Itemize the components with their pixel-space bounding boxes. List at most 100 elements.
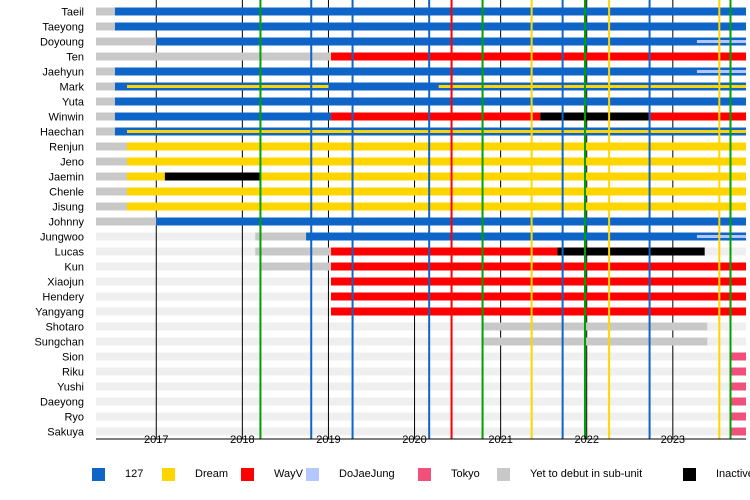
bar-kun-wayv: [331, 262, 746, 271]
bar-yuta-yet-to-debut-in-sub-unit: [96, 97, 115, 106]
bar-winwin-yet-to-debut-in-sub-unit: [96, 112, 115, 121]
bar-ten-yet-to-debut-in-sub-unit: [96, 52, 332, 61]
member-label-taeil: Taeil: [61, 7, 84, 19]
legend-label-dream: Dream: [195, 468, 229, 480]
bar-lucas-inactive: [557, 247, 705, 256]
x-tick-label-2022: 2022: [574, 434, 598, 446]
legend-item-tokyo: Tokyo: [418, 462, 480, 486]
legend-item-wayv: WayV: [241, 462, 303, 486]
bar-jungwoo-yet-to-debut-in-sub-unit: [255, 232, 307, 241]
bar-taeil-yet-to-debut-in-sub-unit: [96, 7, 115, 16]
bar-lucas-yet-to-debut-in-sub-unit: [255, 247, 332, 256]
bar-jisung-yet-to-debut-in-sub-unit: [96, 202, 127, 211]
legend-swatch-tokyo: [418, 467, 431, 481]
x-tick-label-2017: 2017: [144, 434, 168, 446]
bar-jeno-dream: [126, 157, 746, 166]
bar-yushi-tokyo: [731, 382, 746, 391]
legend-label-tokyo: Tokyo: [451, 468, 480, 480]
member-label-hendery: Hendery: [42, 292, 84, 304]
legend-label-yet-to-debut-in-sub-unit: Yet to debut in sub-unit: [530, 468, 643, 480]
legend-swatch-dream: [162, 467, 175, 481]
member-label-jeno: Jeno: [60, 157, 84, 169]
member-label-jaemin: Jaemin: [49, 172, 84, 184]
stripe-jaehyun-dojaejung: [696, 70, 746, 73]
bar-winwin-inactive: [540, 112, 649, 121]
legend-item-127: 127: [92, 462, 143, 486]
x-tick-label-2021: 2021: [488, 434, 512, 446]
member-labels: Taeil Taeyong Doyoung Ten Jaehyun Mark Yuta Win…: [34, 7, 84, 439]
bar-renjun-yet-to-debut-in-sub-unit: [96, 142, 127, 151]
row-background: [96, 397, 746, 406]
bar-jaehyun-127: [114, 67, 746, 76]
bar-winwin-127: [114, 112, 332, 121]
x-axis-ticks: 2017 2018 2019 2020 2021 2022 2023: [96, 434, 746, 446]
member-label-kun: Kun: [64, 262, 84, 274]
member-label-jungwoo: Jungwoo: [40, 232, 84, 244]
bar-taeyong-127: [114, 22, 746, 31]
legend-label-inactive: Inactive: [716, 468, 750, 480]
row-background: [96, 322, 746, 331]
legend-label-127: 127: [125, 468, 144, 480]
stripe-haechan-dream: [126, 130, 746, 133]
legend-label-dojaejung: DoJaeJung: [339, 468, 395, 480]
bar-mark-127: [114, 82, 746, 91]
member-label-ryo: Ryo: [64, 412, 84, 424]
stripe-jungwoo-dojaejung: [696, 235, 746, 238]
legend: 127 Dream WayV DoJaeJung Tokyo Yet to debut i…: [0, 462, 750, 486]
member-label-renjun: Renjun: [49, 142, 84, 154]
member-label-ten: Ten: [66, 52, 84, 64]
member-label-chenle: Chenle: [49, 187, 84, 199]
bar-yangyang-wayv: [331, 307, 746, 316]
row-background: [96, 412, 746, 421]
x-tick-label-2019: 2019: [316, 434, 340, 446]
release-lines: [259, 0, 732, 439]
bar-sakuya-tokyo: [731, 427, 746, 436]
member-label-yuta: Yuta: [62, 97, 85, 109]
bar-riku-tokyo: [731, 367, 746, 376]
bar-ten-wayv: [331, 52, 746, 61]
member-label-winwin: Winwin: [49, 112, 84, 124]
member-label-taeyong: Taeyong: [42, 22, 84, 34]
bar-jaehyun-yet-to-debut-in-sub-unit: [96, 67, 115, 76]
member-label-haechan: Haechan: [40, 127, 84, 139]
bar-sungchan-yet-to-debut-in-sub-unit: [481, 337, 708, 346]
row-background: [96, 352, 746, 361]
legend-label-wayv: WayV: [274, 468, 303, 480]
bar-hendery-wayv: [331, 292, 746, 301]
legend-swatch-inactive: [683, 467, 696, 481]
bar-jisung-dream: [126, 202, 746, 211]
stripe-mark-dream: [438, 85, 746, 88]
bar-daeyong-tokyo: [731, 397, 746, 406]
member-label-daeyong: Daeyong: [40, 397, 84, 409]
stripe-mark-dream: [126, 85, 329, 88]
member-label-yangyang: Yangyang: [35, 307, 84, 319]
bar-johnny-yet-to-debut-in-sub-unit: [96, 217, 157, 226]
member-label-mark: Mark: [60, 82, 85, 94]
bar-winwin-wayv: [648, 112, 746, 121]
bar-lucas-wayv: [331, 247, 558, 256]
member-label-sion: Sion: [62, 352, 84, 364]
legend-item-dojaejung: DoJaeJung: [306, 462, 395, 486]
member-label-johnny: Johnny: [49, 217, 85, 229]
bar-taeyong-yet-to-debut-in-sub-unit: [96, 22, 115, 31]
bar-jaemin-inactive: [164, 172, 260, 181]
member-bars: [96, 7, 747, 436]
legend-swatch-wayv: [241, 467, 254, 481]
member-label-lucas: Lucas: [55, 247, 85, 259]
bar-jaemin-yet-to-debut-in-sub-unit: [96, 172, 127, 181]
legend-swatch-127: [92, 467, 105, 481]
bar-haechan-yet-to-debut-in-sub-unit: [96, 127, 115, 136]
bar-jaemin-dream: [126, 172, 165, 181]
row-background: [96, 367, 746, 376]
bar-chenle-yet-to-debut-in-sub-unit: [96, 187, 127, 196]
legend-item-dream: Dream: [162, 462, 228, 486]
bar-chenle-dream: [126, 187, 746, 196]
x-tick-label-2023: 2023: [661, 434, 685, 446]
member-label-xiaojun: Xiaojun: [47, 277, 84, 289]
row-background: [96, 337, 746, 346]
x-tick-label-2020: 2020: [402, 434, 426, 446]
bar-kun-yet-to-debut-in-sub-unit: [261, 262, 332, 271]
legend-swatch-yet-to-debut-in-sub-unit: [497, 467, 510, 481]
bar-taeil-127: [114, 7, 746, 16]
